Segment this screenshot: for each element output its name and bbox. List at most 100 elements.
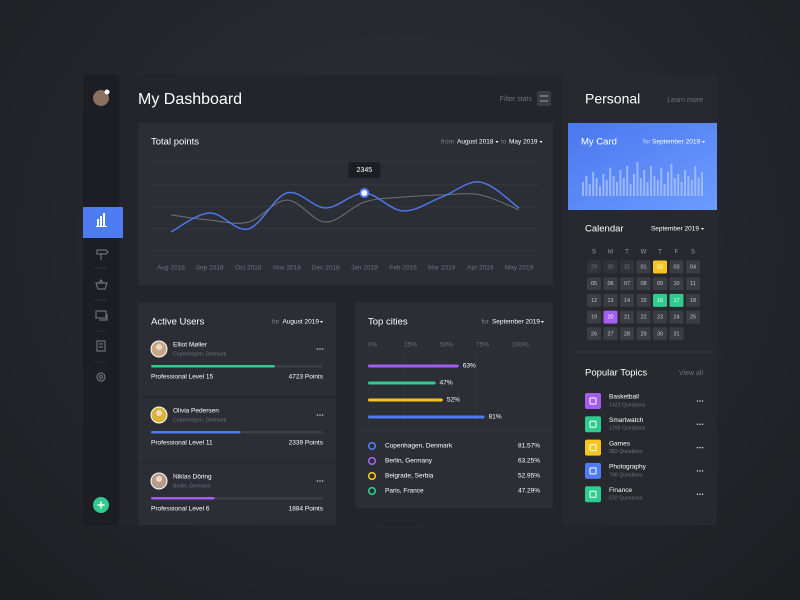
more-dot[interactable] <box>699 446 701 449</box>
more-dot[interactable] <box>699 493 701 496</box>
day-cell[interactable] <box>620 293 634 307</box>
more-dot[interactable] <box>696 400 699 402</box>
day-number: 21 <box>624 315 630 321</box>
x-tick-label: Apr 2019 <box>467 265 494 272</box>
more-dot[interactable] <box>696 446 699 449</box>
day-cell[interactable] <box>636 260 651 274</box>
day-cell[interactable] <box>587 293 601 307</box>
day-cell[interactable] <box>653 293 667 307</box>
more-dot[interactable] <box>696 470 699 472</box>
bar-label: 47% <box>440 380 453 387</box>
more-dot[interactable] <box>701 423 704 426</box>
topic-icon[interactable] <box>585 439 601 456</box>
day-cell[interactable] <box>636 277 651 291</box>
more-dot[interactable] <box>699 423 701 426</box>
day-cell[interactable] <box>653 277 667 291</box>
day-cell[interactable] <box>620 310 634 324</box>
legend-dot <box>367 471 377 481</box>
day-cell[interactable] <box>587 310 601 324</box>
top-cities-card <box>355 302 553 508</box>
day-cell[interactable] <box>603 327 618 341</box>
highlight-point[interactable] <box>359 188 370 199</box>
more-dot[interactable] <box>701 493 704 496</box>
more-dot[interactable] <box>319 480 321 482</box>
day-cell[interactable] <box>669 260 684 274</box>
more-dot[interactable] <box>316 414 319 416</box>
range-value[interactable]: May 2019 <box>509 139 538 146</box>
more-dot[interactable] <box>319 414 321 416</box>
day-cell[interactable] <box>603 277 618 291</box>
period-value[interactable]: September 2019 <box>492 319 540 326</box>
day-cell[interactable] <box>603 260 618 274</box>
topic-icon[interactable] <box>585 486 601 503</box>
day-cell[interactable] <box>587 277 601 291</box>
more-dot[interactable] <box>696 423 699 426</box>
day-cell[interactable] <box>669 327 684 341</box>
avatar[interactable] <box>93 90 109 106</box>
day-cell[interactable] <box>587 260 601 274</box>
my-card-period[interactable]: September 2019 <box>652 139 700 146</box>
more-dot[interactable] <box>701 470 704 472</box>
day-cell[interactable] <box>653 310 667 324</box>
day-cell[interactable] <box>686 293 700 307</box>
period-value[interactable]: August 2019 <box>282 319 319 326</box>
range-value[interactable]: August 2018 <box>457 139 494 146</box>
topic-count: 632 Questions <box>609 496 643 502</box>
more-dot[interactable] <box>321 414 324 416</box>
day-number: 15 <box>640 298 646 304</box>
topics-title: Popular Topics <box>585 368 647 379</box>
weekday: F <box>675 250 679 256</box>
calendar-period[interactable]: September 2019 <box>651 226 699 233</box>
day-cell[interactable] <box>587 327 601 341</box>
more-dot[interactable] <box>701 446 704 449</box>
day-cell[interactable] <box>636 310 651 324</box>
page-title: My Dashboard <box>138 91 242 108</box>
day-cell[interactable] <box>620 277 634 291</box>
filter-button[interactable] <box>537 91 551 106</box>
view-all-link[interactable]: View all <box>679 370 703 377</box>
day-number: 25 <box>690 315 696 321</box>
card-bar <box>602 174 605 196</box>
caret <box>495 141 499 143</box>
day-cell[interactable] <box>686 260 700 274</box>
legend-dot <box>367 456 377 466</box>
day-cell[interactable] <box>603 293 618 307</box>
day-cell[interactable] <box>686 310 700 324</box>
more-dot[interactable] <box>316 348 319 350</box>
caret <box>702 141 706 143</box>
more-dot[interactable] <box>696 493 699 496</box>
topic-icon[interactable] <box>585 393 601 409</box>
day-cell[interactable] <box>686 277 700 291</box>
day-cell[interactable] <box>669 277 684 291</box>
day-cell[interactable] <box>653 327 667 341</box>
more-dot[interactable] <box>321 480 324 482</box>
more-dot[interactable] <box>699 470 701 472</box>
learn-more-link[interactable]: Learn more <box>667 97 703 104</box>
day-cell[interactable] <box>620 260 634 274</box>
more-dot[interactable] <box>321 348 324 350</box>
more-dot[interactable] <box>699 400 701 402</box>
more-dot[interactable] <box>319 348 321 350</box>
day-cell[interactable] <box>603 310 618 324</box>
tooltip <box>348 162 381 179</box>
more-dot[interactable] <box>316 480 319 482</box>
more-dot[interactable] <box>701 400 704 402</box>
day-cell[interactable] <box>669 310 684 324</box>
nav-icons[interactable] <box>95 249 109 382</box>
topic-icon[interactable] <box>585 462 601 479</box>
weekday: W <box>641 250 647 256</box>
filter-link[interactable]: Filter stats <box>500 96 533 103</box>
caret <box>541 321 544 323</box>
day-cell[interactable] <box>636 327 651 341</box>
day-cell[interactable] <box>669 293 684 307</box>
day-cell[interactable] <box>620 327 634 341</box>
day-cell[interactable] <box>636 293 651 307</box>
x-tick-label: Dec 2018 <box>312 265 340 272</box>
day-cell[interactable] <box>653 260 667 274</box>
bar <box>368 415 485 419</box>
card-bar <box>673 178 676 196</box>
x-tick-label: Nov 2018 <box>273 265 301 272</box>
topic-count: 983 Questions <box>609 449 643 455</box>
x-tick-label: May 2019 <box>505 265 534 272</box>
topic-icon[interactable] <box>585 416 601 433</box>
